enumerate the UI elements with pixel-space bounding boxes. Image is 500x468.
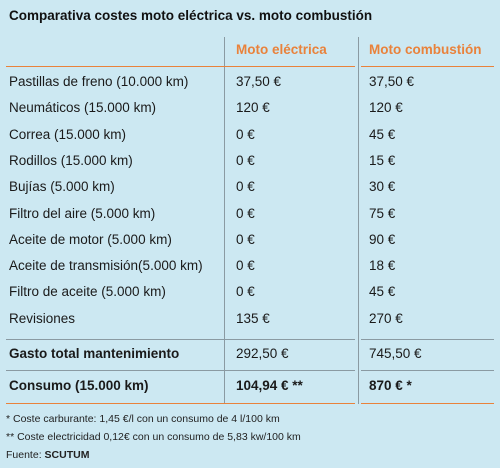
row-combustion: 15 € <box>369 153 396 168</box>
source-prefix: Fuente: <box>6 449 45 461</box>
column-header-electric: Moto eléctrica <box>236 42 327 57</box>
total-divider-right <box>361 339 494 340</box>
footnote-electricity: ** Coste electricidad 0,12€ con un consu… <box>6 431 301 443</box>
consumption-row-label: Consumo (15.000 km) <box>9 378 149 393</box>
row-combustion: 45 € <box>369 284 396 299</box>
row-combustion: 90 € <box>369 232 396 247</box>
row-combustion: 270 € <box>369 311 403 326</box>
row-label: Aceite de motor (5.000 km) <box>9 232 172 247</box>
row-electric: 37,50 € <box>236 74 282 89</box>
consumption-row-combustion: 870 € * <box>369 378 412 393</box>
total-row-label: Gasto total mantenimiento <box>9 346 180 361</box>
row-combustion: 37,50 € <box>369 74 415 89</box>
total-row-electric: 292,50 € <box>236 346 289 361</box>
header-underline-right <box>361 66 494 67</box>
column-divider-2 <box>358 37 359 404</box>
row-electric: 0 € <box>236 232 255 247</box>
column-header-combustion: Moto combustión <box>369 42 482 57</box>
row-label: Revisiones <box>9 311 76 326</box>
row-electric: 0 € <box>236 206 255 221</box>
source-line: Fuente: SCUTUM <box>6 449 89 461</box>
row-combustion: 75 € <box>369 206 396 221</box>
total-row-combustion: 745,50 € <box>369 346 422 361</box>
consumption-divider-right <box>361 370 494 371</box>
row-electric: 0 € <box>236 284 255 299</box>
row-electric: 120 € <box>236 100 270 115</box>
row-electric: 0 € <box>236 179 255 194</box>
row-electric: 0 € <box>236 153 255 168</box>
header-underline-left <box>6 66 355 67</box>
row-label: Rodillos (15.000 km) <box>9 153 133 168</box>
consumption-row-electric: 104,94 € ** <box>236 378 303 393</box>
row-label: Filtro de aceite (5.000 km) <box>9 284 166 299</box>
row-label: Neumáticos (15.000 km) <box>9 100 157 115</box>
row-electric: 0 € <box>236 127 255 142</box>
row-label: Filtro del aire (5.000 km) <box>9 206 156 221</box>
bottom-divider-left <box>6 403 355 404</box>
column-divider-1 <box>224 37 225 404</box>
consumption-divider-left <box>6 370 355 371</box>
row-electric: 135 € <box>236 311 270 326</box>
row-combustion: 120 € <box>369 100 403 115</box>
source-name: SCUTUM <box>44 449 90 461</box>
total-divider-left <box>6 339 355 340</box>
row-label: Pastillas de freno (10.000 km) <box>9 74 189 89</box>
row-label: Bujías (5.000 km) <box>9 179 115 194</box>
page-title: Comparativa costes moto eléctrica vs. mo… <box>9 8 373 23</box>
row-combustion: 30 € <box>369 179 396 194</box>
row-label: Correa (15.000 km) <box>9 127 127 142</box>
bottom-divider-right <box>361 403 494 404</box>
row-electric: 0 € <box>236 258 255 273</box>
row-combustion: 45 € <box>369 127 396 142</box>
footnote-fuel: * Coste carburante: 1,45 €/l con un cons… <box>6 413 280 425</box>
row-label: Aceite de transmisión(5.000 km) <box>9 258 203 273</box>
row-combustion: 18 € <box>369 258 396 273</box>
